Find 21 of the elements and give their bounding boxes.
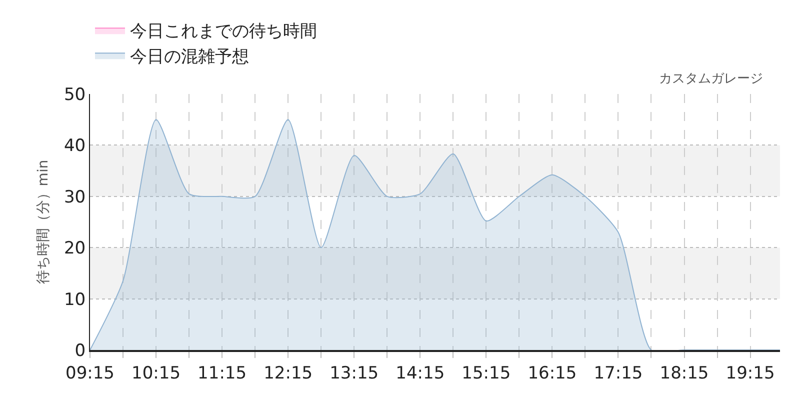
y-tick-label: 50	[64, 84, 86, 105]
x-tick-label: 11:15	[198, 363, 247, 384]
y-tick-label: 40	[64, 136, 86, 156]
x-tick-label: 18:15	[660, 363, 709, 384]
y-tick-label: 0	[74, 340, 86, 361]
y-tick-label: 30	[64, 187, 86, 208]
x-tick-label: 15:15	[462, 363, 511, 384]
x-tick-label: 09:15	[66, 363, 114, 384]
y-tick-label: 10	[64, 290, 86, 310]
y-axis-title: 待ち時間（分）min	[36, 160, 52, 284]
legend-label: 今日の混雑予想	[130, 46, 249, 67]
x-tick-label: 12:15	[264, 363, 313, 384]
x-tick-label: 10:15	[132, 363, 181, 384]
x-tick-label: 19:15	[726, 363, 775, 384]
x-tick-label: 14:15	[396, 363, 445, 384]
x-tick-label: 13:15	[330, 363, 379, 384]
x-tick-label: 16:15	[528, 363, 577, 384]
legend-label: 今日これまでの待ち時間	[130, 22, 317, 42]
x-tick-label: 17:15	[594, 363, 643, 384]
y-tick-label: 20	[64, 238, 86, 259]
chart-title: カスタムガレージ	[658, 72, 763, 87]
